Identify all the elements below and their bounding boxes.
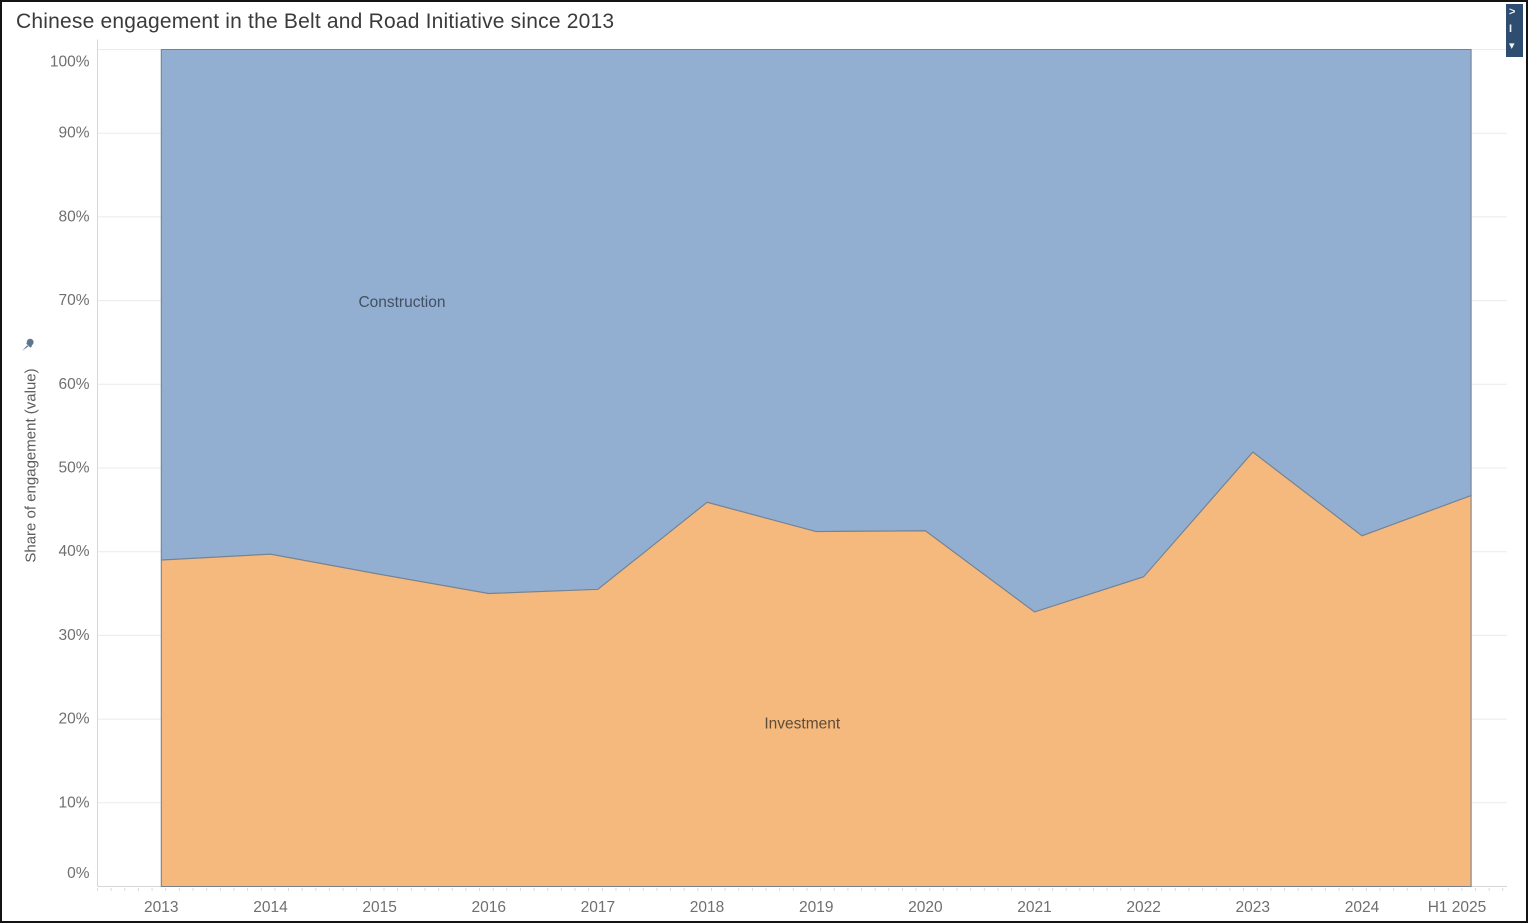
y-tick-label: 80%: [58, 208, 89, 225]
x-tick-label: 2022: [1126, 899, 1160, 916]
x-tick-label: 2015: [362, 899, 396, 916]
x-tick-label: 2013: [144, 899, 178, 916]
x-tick-label: 2020: [908, 899, 943, 916]
y-tick-label: 60%: [58, 376, 89, 393]
y-tick-label: 0%: [67, 865, 90, 882]
x-tick-label: 2017: [581, 899, 615, 916]
y-tick-label: 40%: [58, 543, 89, 560]
x-tick-label: 2023: [1236, 899, 1270, 916]
x-tick-label: 2016: [472, 899, 506, 916]
expand-panel-icon[interactable]: >: [1509, 6, 1516, 18]
y-tick-label: 50%: [58, 460, 89, 477]
collapsed-side-toolbar: > I ▾: [1506, 4, 1523, 57]
pinned-axis-icon[interactable]: [20, 337, 36, 353]
y-tick-label: 70%: [58, 292, 89, 309]
chart-title: Chinese engagement in the Belt and Road …: [16, 10, 615, 33]
y-tick-label: 100%: [50, 54, 90, 71]
clipped-toolbar-icon[interactable]: I: [1509, 23, 1513, 35]
y-tick-label: 20%: [58, 711, 89, 728]
x-tick-label: 2014: [253, 899, 288, 916]
y-tick-label: 90%: [58, 125, 89, 142]
y-tick-label: 30%: [58, 627, 89, 644]
x-tick-label: 2019: [799, 899, 833, 916]
x-tick-label: 2024: [1345, 899, 1380, 916]
series-label-investment: Investment: [764, 716, 841, 733]
caret-down-icon[interactable]: ▾: [1509, 40, 1515, 52]
x-tick-label: 2018: [690, 899, 724, 916]
x-tick-label: H1 2025: [1428, 899, 1487, 916]
series-label-construction: Construction: [358, 294, 445, 311]
x-tick-label: 2021: [1017, 899, 1051, 916]
investment-area[interactable]: [160, 451, 1472, 888]
y-tick-label: 10%: [58, 794, 89, 811]
